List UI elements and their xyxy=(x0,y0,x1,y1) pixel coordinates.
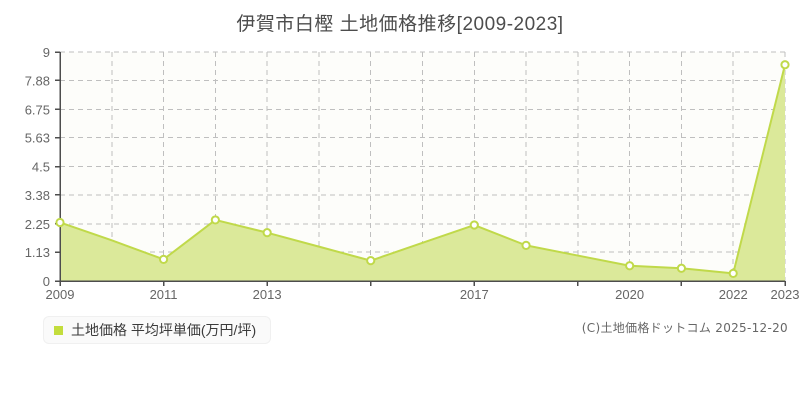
data-point-marker xyxy=(676,263,687,273)
data-point-marker xyxy=(158,254,169,264)
y-axis-tick-label: 3.38 xyxy=(25,188,50,203)
data-point-marker xyxy=(469,220,479,230)
data-point-markers xyxy=(55,60,790,278)
data-point-marker xyxy=(780,60,790,70)
data-point-marker xyxy=(728,268,738,278)
x-axis-tick-label: 2013 xyxy=(253,287,282,302)
y-axis-tick-label: 1.13 xyxy=(25,245,50,260)
y-axis-tick-label: 2.25 xyxy=(25,217,50,232)
x-axis-tick-label: 2023 xyxy=(771,287,800,302)
area-series xyxy=(59,64,786,281)
data-point-marker xyxy=(55,217,65,228)
data-point-marker xyxy=(521,240,531,250)
data-point-marker xyxy=(625,261,635,271)
chart-title: 伊賀市白樫 土地価格推移[2009-2023] xyxy=(236,14,564,35)
x-axis-tick-label: 2011 xyxy=(150,287,178,302)
data-point-marker xyxy=(262,228,272,238)
y-axis-tick-label: 5.63 xyxy=(25,131,50,146)
x-axis-tick-label: 2022 xyxy=(719,287,748,302)
x-axis-labels: 2009 2011 2013 2017 2020 2022 2023 xyxy=(46,287,800,302)
axis-ticks xyxy=(55,51,786,286)
data-point-marker xyxy=(366,256,376,266)
y-axis-tick-label: 9 xyxy=(43,45,50,60)
x-axis-tick-label: 2009 xyxy=(46,287,75,302)
y-axis-tick-label: 7.88 xyxy=(25,73,50,88)
y-axis-tick-label: 6.75 xyxy=(25,102,50,117)
y-axis-tick-label: 0 xyxy=(43,274,50,289)
chart-legend[interactable]: 土地価格 平均坪単価(万円/坪) xyxy=(44,317,271,343)
x-axis-tick-label: 2020 xyxy=(615,287,644,302)
y-axis-labels: 0 1.13 2.25 3.38 4.5 5.63 6.75 7.88 9 xyxy=(25,45,50,289)
x-axis-tick-label: 2017 xyxy=(460,287,489,302)
copyright-credit: (C)土地価格ドットコム 2025-12-20 xyxy=(581,321,788,335)
legend-swatch-icon xyxy=(54,325,63,335)
legend-label: 土地価格 平均坪単価(万円/坪) xyxy=(71,322,257,338)
y-axis-tick-label: 4.5 xyxy=(32,160,50,175)
data-point-marker xyxy=(210,215,220,225)
